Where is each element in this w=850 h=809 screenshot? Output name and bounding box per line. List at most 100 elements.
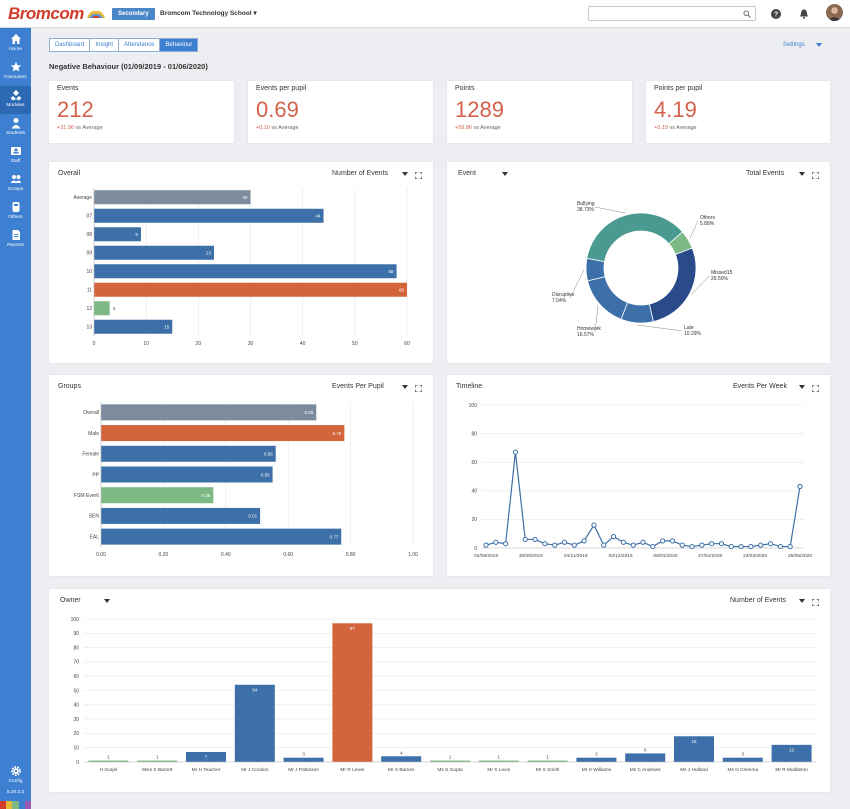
data-point <box>522 536 528 543</box>
data-point <box>689 543 695 550</box>
y-tick-label: 12 <box>86 306 92 312</box>
slice-label: Bullying <box>577 201 595 207</box>
chevron-down-icon[interactable] <box>799 599 805 603</box>
settings-button[interactable]: Settings <box>783 42 805 48</box>
tab-insight[interactable]: Insight <box>90 39 120 51</box>
x-tick-label: Mr S Levin <box>487 767 510 773</box>
sidebar-item-home[interactable]: Home <box>0 30 31 58</box>
app-logo[interactable]: Bromcom <box>8 4 84 23</box>
y-tick-label: Female <box>82 452 99 458</box>
gear-icon <box>10 766 21 776</box>
bar <box>186 751 226 762</box>
kpi-card-points-per-pupil: Points per pupil 4.19 +0.19 vs Average <box>646 81 830 143</box>
data-point <box>777 543 783 550</box>
kpi-label: Points <box>455 85 475 92</box>
y-tick-label: 100 <box>71 617 80 623</box>
x-tick-label: Mr S Barnes <box>388 767 415 773</box>
slice-label: Homework <box>577 326 601 332</box>
x-tick-label: Mr J Condon <box>241 767 269 773</box>
x-tick-label: 06/01/2020 <box>653 553 677 559</box>
panel-title[interactable]: Owner <box>60 597 81 604</box>
bar <box>101 404 317 421</box>
metric-selector[interactable]: Total Events <box>746 170 785 177</box>
top-bar: Bromcom Secondary Bromcom Technology Sch… <box>0 0 850 28</box>
data-point <box>542 541 548 547</box>
metric-selector[interactable]: Number of Events <box>332 170 389 177</box>
x-tick-label: H Gurjel <box>100 767 118 773</box>
sidebar-item-label: Favourites <box>4 75 27 80</box>
role-badge[interactable]: Secondary <box>112 8 155 20</box>
sidebar-item-groups[interactable]: Groups <box>0 170 31 198</box>
chevron-down-icon[interactable] <box>799 172 805 176</box>
bell-icon[interactable] <box>797 7 811 21</box>
metric-selector[interactable]: Events Per Week <box>733 383 787 390</box>
data-label: 54 <box>252 687 258 692</box>
data-label: 44 <box>316 214 322 219</box>
data-point <box>483 542 489 548</box>
bar <box>94 190 251 205</box>
data-point <box>581 538 587 544</box>
panel-title: Groups <box>58 383 81 390</box>
slice-label: Late <box>684 325 694 331</box>
tab-attendance[interactable]: Attendance <box>119 39 161 51</box>
x-tick-label: Miss S Barrett <box>142 767 173 773</box>
data-label: 1 <box>107 755 110 760</box>
sidebar-item-favourites[interactable]: Favourites <box>0 58 31 86</box>
sidebar-item-others[interactable]: Others <box>0 198 31 226</box>
data-point <box>787 543 793 550</box>
sidebar-item-modules[interactable]: Modules <box>0 86 31 114</box>
chevron-down-icon[interactable] <box>402 172 408 176</box>
sidebar-item-students[interactable]: Students <box>0 114 31 142</box>
data-point <box>591 522 597 528</box>
leader-line <box>691 275 710 295</box>
kpi-value: 1289 <box>455 97 504 122</box>
search-input[interactable] <box>588 6 756 21</box>
chevron-down-icon[interactable] <box>799 385 805 389</box>
metric-selector[interactable]: Number of Events <box>730 597 787 604</box>
x-tick-label: 25/05/2020 <box>788 553 812 559</box>
bar <box>332 623 373 762</box>
y-tick-label: 09 <box>86 251 92 257</box>
x-tick-label: 0.00 <box>96 552 106 558</box>
data-label: 3 <box>595 752 598 757</box>
kpi-label: Points per pupil <box>654 85 703 92</box>
y-tick-label: 40 <box>471 489 477 495</box>
slice-percent: 10.29% <box>684 331 702 337</box>
chevron-down-icon[interactable] <box>402 385 408 389</box>
help-icon[interactable]: ? <box>769 7 783 21</box>
kpi-comparison: +0.10 vs Average <box>256 125 299 131</box>
bar <box>94 264 397 279</box>
data-point <box>561 539 568 545</box>
data-label: 1 <box>546 755 549 760</box>
bar <box>94 208 324 223</box>
school-selector[interactable]: Bromcom Technology School ▾ <box>160 9 257 17</box>
sidebar-item-label: Groups <box>7 187 24 192</box>
pie-slice <box>586 212 684 263</box>
sidebar-item-staff[interactable]: Staff <box>0 142 31 170</box>
chevron-down-icon[interactable] <box>104 599 110 603</box>
tab-behaviour[interactable]: Behaviour <box>160 39 198 51</box>
chevron-down-icon[interactable] <box>502 172 508 176</box>
data-label: 60 <box>399 288 405 293</box>
sidebar-item-label: Config <box>8 779 23 784</box>
tab-dashboard[interactable]: Dashboard <box>50 39 91 51</box>
y-tick-label: Overall <box>83 410 99 416</box>
kpi-delta: +0.19 <box>654 125 668 131</box>
svg-text:?: ? <box>774 11 778 18</box>
panel-title[interactable]: Event <box>458 170 476 177</box>
bar <box>94 245 214 260</box>
panel-owner: Owner Number of Events 0 10 20 30 40 50 60 70 80… <box>49 589 830 792</box>
user-avatar[interactable] <box>826 4 843 21</box>
sidebar: Home Favourites Modules Students Staff G… <box>0 28 31 809</box>
data-point <box>620 539 626 545</box>
sidebar-item-label: Modules <box>6 103 25 108</box>
data-point <box>748 543 754 550</box>
kpi-suffix: vs Average <box>669 125 697 131</box>
chevron-down-icon[interactable] <box>816 43 822 47</box>
bar <box>101 507 261 524</box>
sidebar-item-config[interactable]: Config <box>0 762 31 790</box>
panel-timeline: Timeline Events Per Week 0 20 40 60 80 100 02/… <box>447 375 830 576</box>
metric-selector[interactable]: Events Per Pupil <box>332 383 384 390</box>
sidebar-item-reports[interactable]: Reports <box>0 226 31 254</box>
